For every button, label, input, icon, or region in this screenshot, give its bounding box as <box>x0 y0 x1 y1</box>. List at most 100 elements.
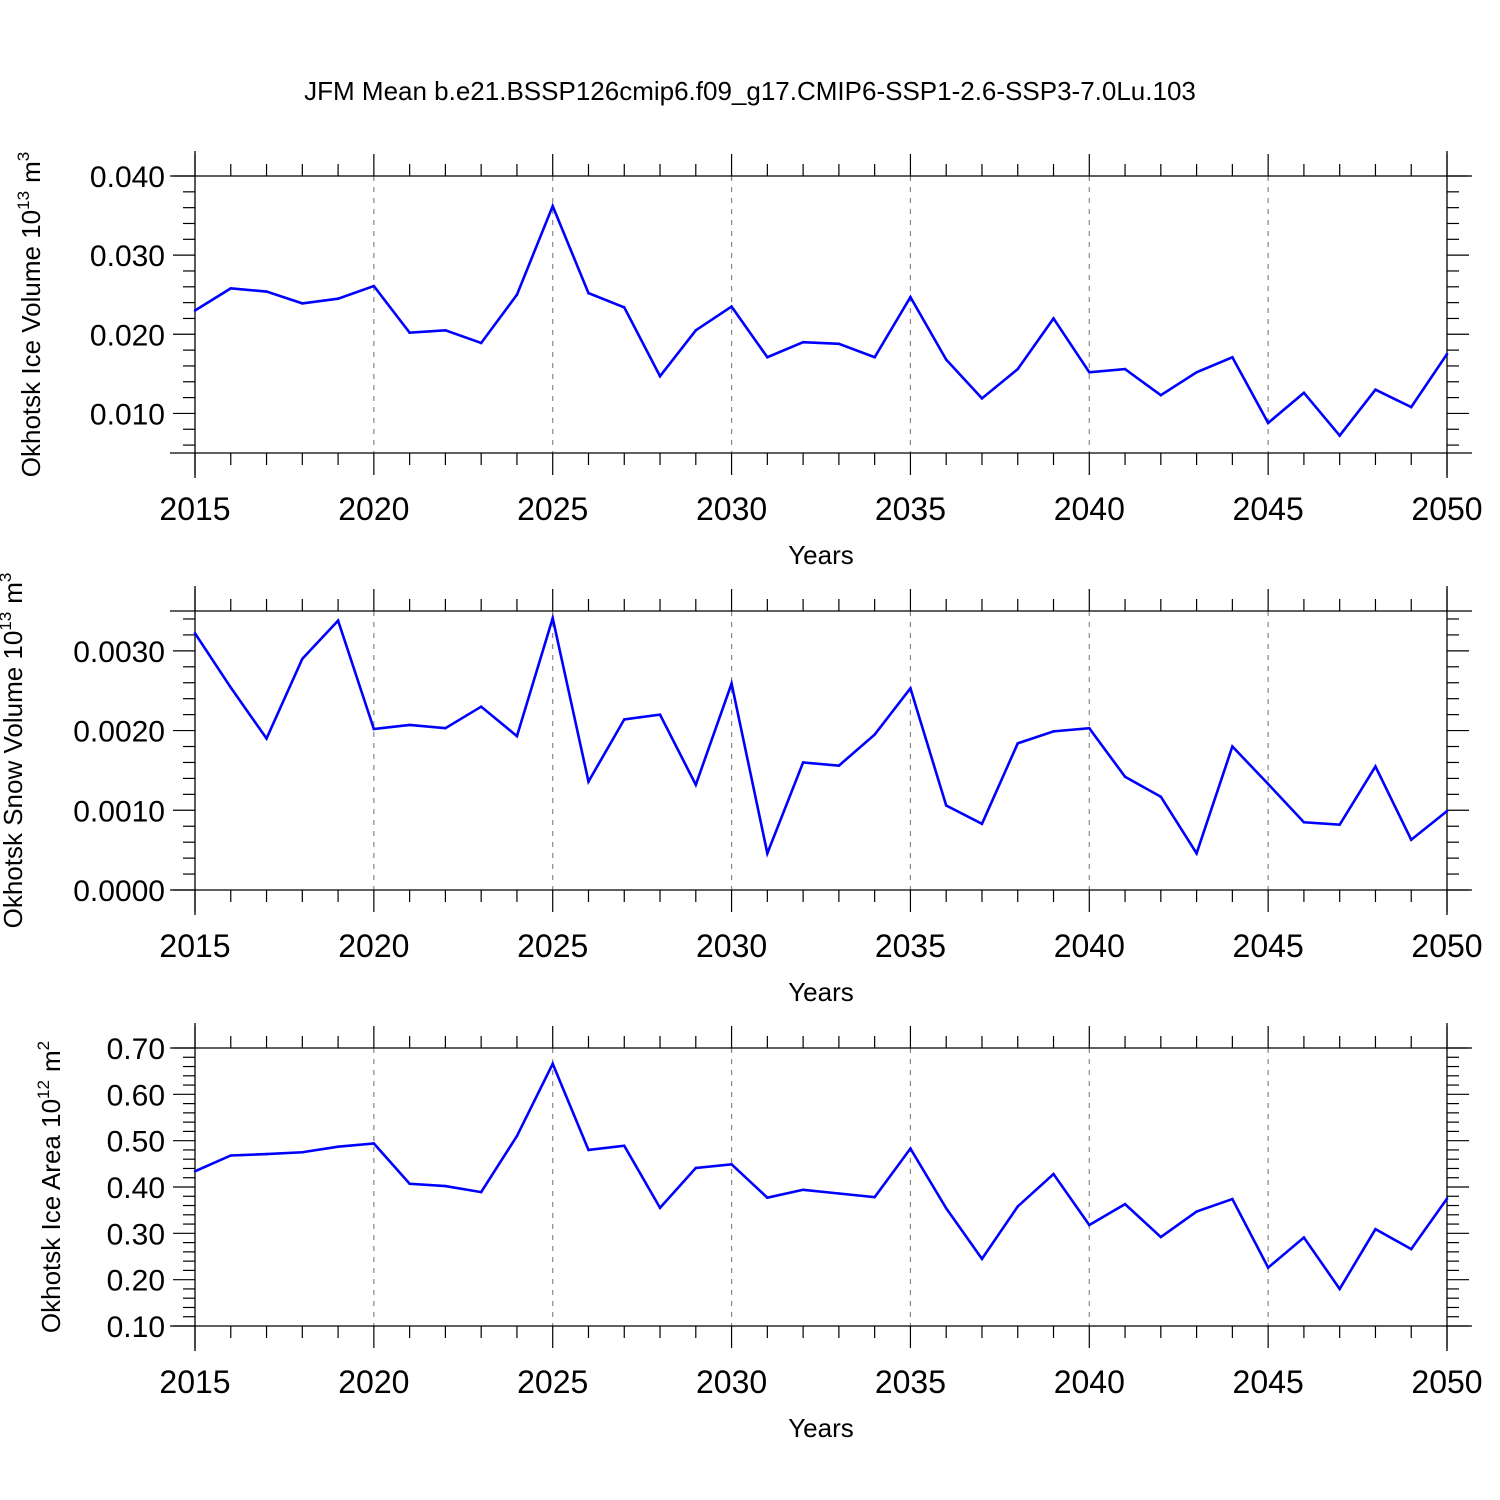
data-point <box>694 329 698 332</box>
data-point <box>766 1196 769 1199</box>
data-point <box>622 718 626 721</box>
data-point <box>587 780 590 783</box>
y-axis-title-unit-exponent: 3 <box>0 573 15 582</box>
data-point <box>1052 317 1055 320</box>
y-axis-title-unit-exponent: 3 <box>14 152 33 161</box>
data-point <box>1409 1247 1413 1251</box>
data-point <box>873 355 876 359</box>
y-tick-label: 0.040 <box>90 161 165 194</box>
y-tick-label: 0.60 <box>107 1079 165 1112</box>
y-axis-title-exponent: 13 <box>14 191 33 210</box>
data-point <box>1409 838 1413 842</box>
data-point <box>587 1148 590 1152</box>
x-tick-label: 2050 <box>1411 1364 1482 1400</box>
data-point <box>1409 405 1413 409</box>
data-point <box>837 764 841 767</box>
data-point <box>1266 1266 1270 1269</box>
x-tick-label: 2020 <box>338 1364 409 1400</box>
data-point <box>193 309 197 312</box>
data-point <box>1374 388 1377 391</box>
data-point <box>1016 367 1020 371</box>
panel-2: 2015 2020 2025 2030 2035 2040 2045 2050 0.0000 0.… <box>0 573 1483 1007</box>
y-tick-label: 0.30 <box>107 1218 165 1251</box>
x-tick-label: 2025 <box>517 928 588 964</box>
y-axis-title: Okhotsk Snow Volume 1013 m3 <box>0 573 28 929</box>
y-axis-title: Okhotsk Ice Area 1012 m2 <box>34 1041 66 1333</box>
x-tick-label: 2035 <box>875 491 946 527</box>
y-tick-label: 0.20 <box>107 1265 165 1298</box>
x-tick-label: 2050 <box>1411 491 1482 527</box>
data-point <box>336 297 340 300</box>
y-axis-title-text: Okhotsk Ice Area 10 <box>36 1099 66 1333</box>
x-tick-label: 2030 <box>696 491 767 527</box>
x-tick-label: 2020 <box>338 928 409 964</box>
y-axis-title-text: Okhotsk Ice Volume 10 <box>16 210 46 477</box>
data-point <box>1266 782 1270 786</box>
data-point <box>766 355 769 359</box>
data-point <box>1016 742 1020 745</box>
data-point <box>658 1206 662 1210</box>
x-tick-label: 2035 <box>875 1364 946 1400</box>
data-point <box>1087 1223 1091 1227</box>
x-tick-label: 2015 <box>159 928 230 964</box>
data-point <box>730 1162 733 1166</box>
y-tick-label: 0.0030 <box>73 636 165 669</box>
data-point <box>1123 775 1127 779</box>
data-point <box>622 1144 626 1148</box>
x-tick-label: 2015 <box>159 491 230 527</box>
data-point <box>301 1150 304 1154</box>
data-point <box>515 293 519 297</box>
data-point <box>1302 820 1306 824</box>
data-point <box>515 734 519 738</box>
data-point <box>1302 391 1306 395</box>
data-point <box>1374 1227 1377 1231</box>
data-point <box>229 686 233 689</box>
data-point <box>372 1142 376 1145</box>
data-point <box>944 804 948 807</box>
data-point <box>265 290 268 293</box>
x-tick-label: 2040 <box>1054 1364 1125 1400</box>
data-point <box>801 1188 805 1192</box>
data-point <box>1445 809 1449 813</box>
data-point <box>980 822 984 826</box>
x-tick-label: 2045 <box>1233 928 1304 964</box>
data-point <box>265 737 268 740</box>
data-point <box>1123 367 1127 371</box>
figure-title: JFM Mean b.e21.BSSP126cmip6.f09_g17.CMIP… <box>304 76 1196 106</box>
y-tick-label: 0.0020 <box>73 716 165 749</box>
y-tick-label: 0.0000 <box>73 875 165 908</box>
data-point <box>1087 370 1091 374</box>
data-point <box>551 616 555 620</box>
series-line <box>194 202 1449 438</box>
x-tick-label: 2035 <box>875 928 946 964</box>
data-point <box>372 727 376 731</box>
data-point <box>1338 1287 1341 1291</box>
y-tick-label: 0.020 <box>90 319 165 352</box>
data-point <box>801 761 805 764</box>
data-point <box>1123 1202 1127 1206</box>
y-axis-title-unit: m <box>16 161 46 183</box>
data-point <box>265 1152 268 1156</box>
x-tick-label: 2015 <box>159 1364 230 1400</box>
data-point <box>1374 765 1377 768</box>
panel-1: 2015 2020 2025 2030 2035 2040 2045 2050 0.010 0.0… <box>14 151 1483 570</box>
x-tick-label: 2040 <box>1054 928 1125 964</box>
data-point <box>444 329 447 332</box>
data-point <box>1195 1210 1198 1213</box>
data-point <box>658 374 662 378</box>
y-axis-title-unit: m <box>36 1050 66 1072</box>
data-point <box>408 723 411 727</box>
x-tick-label: 2025 <box>517 1364 588 1400</box>
data-point <box>909 1147 912 1150</box>
data-point <box>229 1154 233 1157</box>
data-point <box>694 1166 698 1170</box>
data-point <box>658 713 662 716</box>
x-tick-label: 2020 <box>338 491 409 527</box>
data-point <box>1195 370 1198 374</box>
data-point <box>515 1134 519 1138</box>
data-point <box>944 358 948 361</box>
data-point <box>587 291 590 295</box>
data-point <box>766 852 769 855</box>
y-tick-label: 0.10 <box>107 1311 165 1344</box>
